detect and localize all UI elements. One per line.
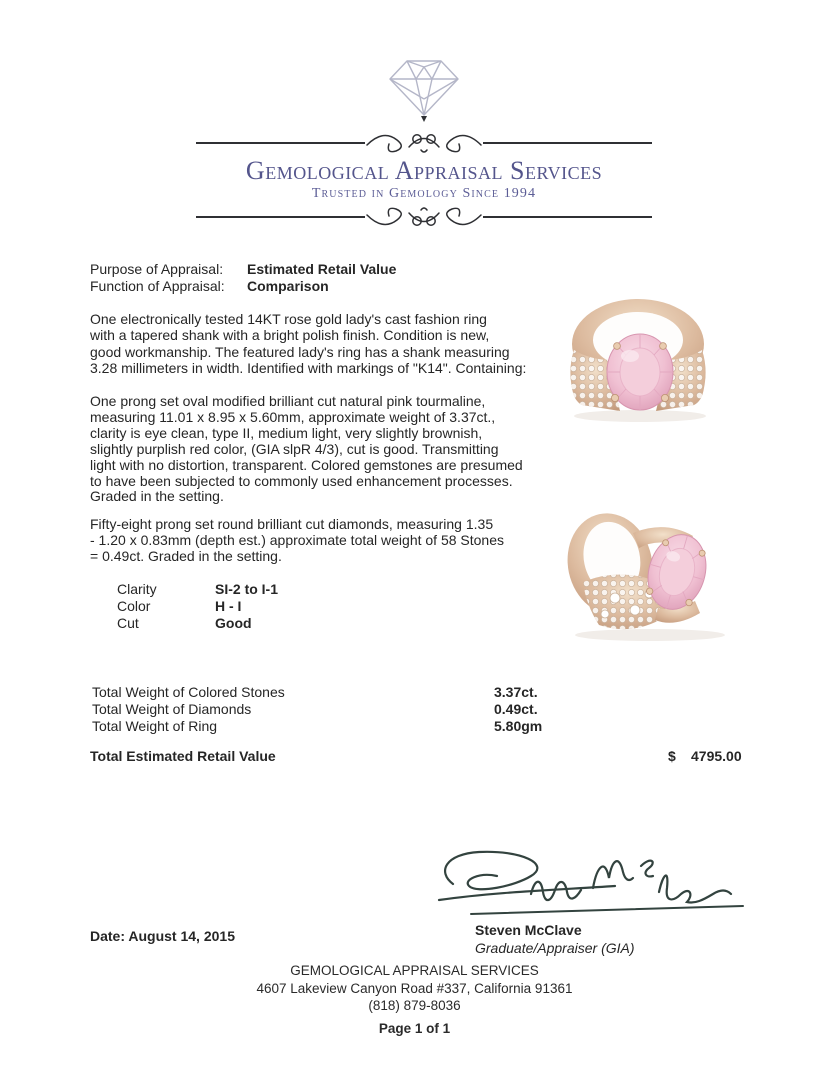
diamonds-description-paragraph: Fifty-eight prong set round brilliant cu… [90,516,504,565]
table-row: Cut Good [117,615,278,632]
logo-top-rule [196,130,652,156]
grading-value: SI-2 to I-1 [215,581,279,597]
text-line: Fifty-eight prong set round brilliant cu… [90,516,494,532]
text-line: = 0.49ct. Graded in the setting. [90,547,282,564]
text-line: light with no distortion, transparent. C… [90,456,523,473]
table-row: Clarity SI-2 to I-1 [117,581,278,598]
text-line: - 1.20 x 0.83mm (depth est.) approximate… [90,531,504,548]
tourmaline-description-paragraph: One prong set oval modified brilliant cu… [90,393,523,505]
retail-value-label: Total Estimated Retail Value [90,748,276,764]
purpose-row: Purpose of Appraisal: Estimated Retail Va… [90,261,396,278]
total-label: Total Weight of Colored Stones [92,684,285,700]
text-line: good workmanship. The featured lady's ri… [90,343,510,360]
footer-company: GEMOLOGICAL APPRAISAL SERVICES [290,963,539,978]
diamond-logo-icon [389,60,459,122]
total-value: 0.49ct. [494,701,538,718]
ring-photo-front [560,292,800,447]
diamond-tip [421,116,427,122]
flourish-ornament-icon [366,134,482,153]
function-value: Comparison [247,278,329,295]
diamond-grading-table: Clarity SI-2 to I-1 Color H - I Cut Good [117,581,278,632]
company-logo: Gemological Appraisal Services Trusted i… [196,58,652,230]
appraisal-meta: Purpose of Appraisal: Estimated Retail Va… [90,261,396,296]
grading-label: Color [117,598,151,614]
appraiser-name: Steven McClave [475,922,582,938]
total-value: 5.80gm [494,718,543,735]
grading-label: Cut [117,615,139,631]
footer: GEMOLOGICAL APPRAISAL SERVICES 4607 Lake… [0,962,829,1037]
page-indicator: Page 1 of 1 [378,1020,451,1036]
appraiser-title: Graduate/Appraiser (GIA) [475,940,635,956]
purpose-label: Purpose of Appraisal: [90,261,224,277]
appraisal-date: Date: August 14, 2015 [90,928,235,944]
purpose-value: Estimated Retail Value [247,261,397,277]
grading-value: Good [215,615,252,631]
table-row: Color H - I [117,598,278,615]
retail-value-amount: 4795.00 [691,748,742,764]
text-line: measuring 11.01 x 8.95 x 5.60mm, approxi… [90,408,496,425]
weight-values: 3.37ct. 0.49ct. 5.80gm [494,684,542,736]
company-title: Gemological Appraisal Services [245,156,603,185]
text-line: One prong set oval modified brilliant cu… [90,393,486,409]
text-line: Graded in the setting. [90,488,224,505]
grading-label: Clarity [117,581,157,597]
text-line: with a tapered shank with a bright polis… [90,327,490,344]
total-label: Total Weight of Ring [92,718,218,735]
text-line: 3.28 millimeters in width. Identified wi… [90,360,527,377]
text-line: slightly purplish red color, (GIA slpR 4… [90,440,499,457]
logo-bottom-rule [196,204,652,230]
company-tagline: Trusted in Gemology Since 1994 [311,186,537,201]
currency-symbol: $ [668,748,676,764]
signature-image [435,842,765,939]
function-row: Function of Appraisal: Comparison [90,278,396,295]
total-label: Total Weight of Diamonds [92,701,252,718]
weight-totals: Total Weight of Colored Stones Total Wei… [92,684,285,736]
ring-description-paragraph: One electronically tested 14KT rose gold… [90,311,526,377]
ring-photo-side [555,498,805,653]
footer-address: 4607 Lakeview Canyon Road #337, Californ… [256,980,573,996]
footer-phone: (818) 879-8036 [368,998,461,1013]
text-line: to have been subjected to commonly used … [90,472,513,489]
text-line: One electronically tested 14KT rose gold… [90,311,487,327]
total-value: 3.37ct. [494,684,538,700]
function-label: Function of Appraisal: [90,278,225,295]
text-line: clarity is eye clean, type II, medium li… [90,424,483,441]
flourish-ornament-icon [366,207,482,226]
grading-value: H - I [215,598,242,614]
